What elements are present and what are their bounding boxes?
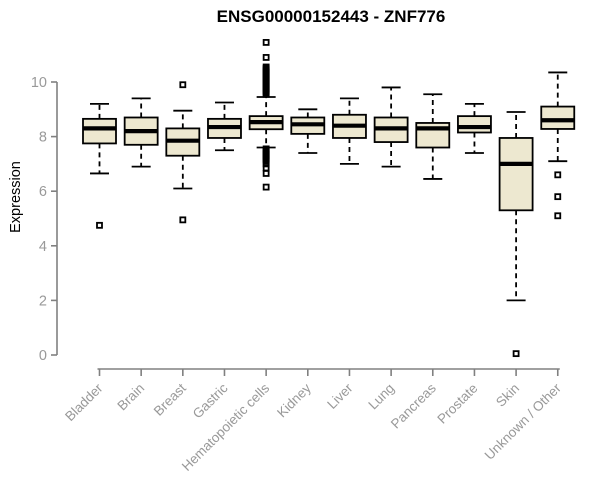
outlier-point (262, 54, 270, 61)
outlier-point (179, 216, 187, 224)
outlier-point (179, 81, 187, 89)
boxplot-group-liver (332, 97, 367, 165)
x-tick-label: Bladder (62, 380, 106, 424)
x-tick-label: Lung (365, 381, 397, 413)
boxplot-group-skin (498, 111, 534, 358)
y-tick-label: 2 (39, 293, 47, 309)
y-axis-label: Expression (8, 161, 24, 233)
x-tick-label: Prostate (434, 381, 480, 427)
boxplot-group-prostate (457, 102, 492, 154)
x-tick-label: Skin (493, 381, 522, 410)
x-tick-label: Unknown / Other (482, 380, 565, 463)
boxplot-group-breast (165, 81, 201, 224)
y-tick-label: 0 (39, 348, 47, 364)
outlier-point (262, 164, 270, 172)
x-tick-label: Kidney (274, 380, 314, 420)
boxplot-group-gastric (207, 101, 242, 152)
y-tick-label: 6 (39, 184, 47, 200)
x-tick-label: Liver (324, 380, 356, 412)
y-tick-label: 8 (39, 130, 47, 146)
outlier-point (512, 350, 520, 358)
x-tick-label: Gastric (190, 380, 231, 421)
boxplot-group-kidney (290, 108, 326, 154)
iqr-box (82, 117, 117, 145)
outlier-point (262, 170, 270, 177)
y-tick-label: 10 (31, 75, 47, 91)
outlier-point (554, 171, 562, 179)
x-tick-label: Breast (151, 380, 189, 418)
iqr-box (540, 105, 576, 130)
boxplot-group-pancreas (415, 93, 451, 180)
x-tick-label: Pancreas (388, 380, 439, 431)
boxplot-group-hematopoietic-cells (248, 39, 284, 191)
x-tick-label: Brain (114, 381, 147, 414)
outlier-point (96, 221, 103, 229)
iqr-box (498, 137, 534, 212)
y-tick-label: 4 (39, 239, 47, 255)
outlier-point (262, 160, 270, 168)
iqr-box (457, 115, 492, 134)
boxplot-group-unknown-other (540, 71, 576, 220)
boxplot-group-lung (373, 86, 409, 168)
outlier-point (554, 193, 562, 201)
boxplot-group-bladder (82, 102, 117, 229)
outlier-point (262, 183, 270, 191)
chart-title: ENSG00000152443 - ZNF776 (217, 7, 446, 26)
outlier-point (554, 212, 562, 220)
outlier-point (262, 39, 270, 46)
outlier-point (262, 90, 270, 98)
boxplot-group-brain (123, 97, 159, 168)
